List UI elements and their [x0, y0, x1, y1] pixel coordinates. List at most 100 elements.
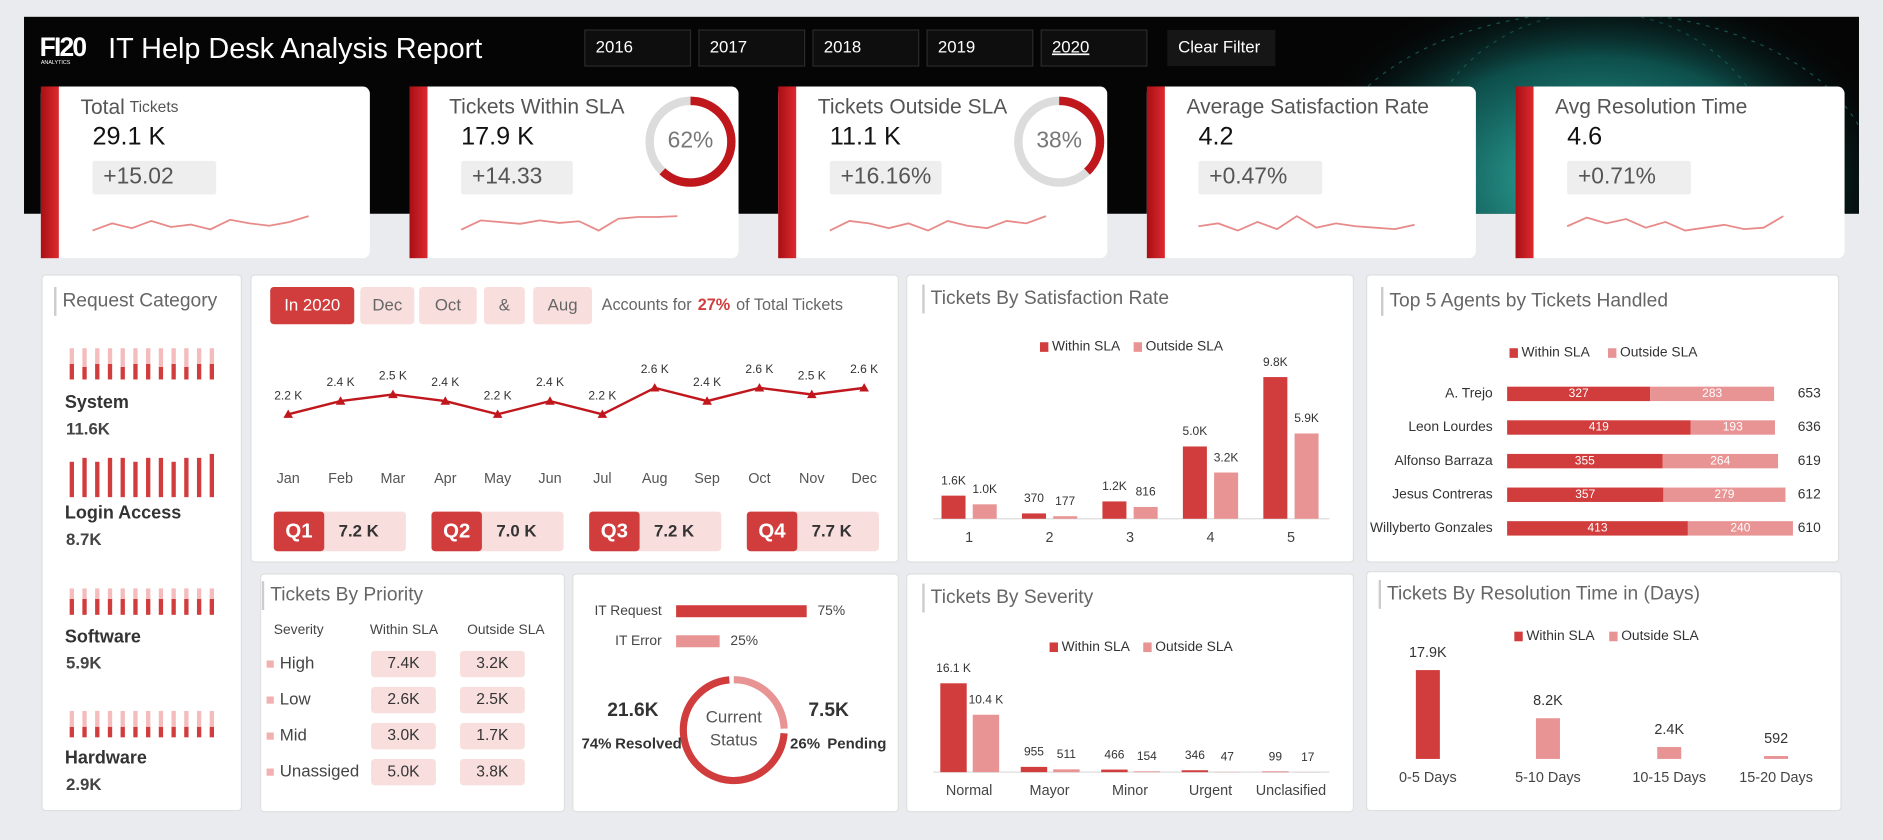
clear-filter-button[interactable]	[1167, 30, 1276, 67]
category-bar-within	[107, 363, 113, 380]
title-accent	[1378, 580, 1382, 609]
status-arc-pending	[679, 676, 788, 785]
filter-button[interactable]	[270, 287, 355, 325]
cell-pill	[459, 650, 525, 678]
cell-pill	[371, 722, 436, 750]
quarter-name: Q1	[285, 520, 312, 542]
category-bar-outside	[133, 710, 138, 727]
status-bar-name: IT Error	[615, 632, 662, 648]
category-bar-within	[146, 726, 151, 738]
agent-bar-label: 283	[1702, 386, 1722, 400]
panel-title: Tickets By Resolution Time in (Days)	[1387, 584, 1700, 605]
filter-button[interactable]	[419, 287, 477, 325]
cell-pill	[459, 722, 525, 750]
category-bar-within	[196, 598, 202, 615]
agent-bar	[1507, 521, 1688, 536]
category-bar-within	[107, 598, 113, 615]
x-tick-label: 5-10 Days	[1515, 770, 1581, 786]
quarter-tag	[589, 511, 640, 552]
category-bar-outside	[158, 588, 164, 599]
year-button[interactable]	[698, 29, 806, 67]
legend-swatch	[1143, 642, 1152, 653]
agent-bar	[1507, 386, 1651, 402]
category-bar-within	[146, 457, 151, 498]
legend-label: Outside SLA	[1155, 638, 1233, 654]
category-bar-outside	[69, 710, 74, 727]
filter-button[interactable]	[360, 287, 415, 325]
title-accent	[54, 287, 57, 316]
monthly-value-label: 2.4 K	[431, 375, 459, 389]
bar	[1181, 770, 1209, 773]
month-label: Jun	[538, 471, 561, 487]
x-tick-label: Unclasified	[1256, 783, 1326, 799]
resolved-count: 21.6K	[607, 700, 658, 721]
table-cell: 2.5K	[476, 691, 509, 708]
monthly-value-label: 2.5 K	[379, 369, 407, 383]
bar	[1101, 769, 1128, 773]
category-bar-within	[184, 726, 189, 738]
category-bar-outside	[120, 710, 125, 727]
bar	[1182, 446, 1207, 519]
category-value: 11.6K	[66, 419, 110, 438]
monthly-value-label: 2.2 K	[588, 388, 616, 402]
category-bar-outside	[184, 588, 189, 599]
category-bar-outside	[69, 348, 74, 364]
filter-button[interactable]	[533, 287, 593, 325]
filter-button[interactable]	[483, 287, 525, 325]
agent-total: 610	[1798, 519, 1821, 535]
bar-value-label: 5.0K	[1183, 424, 1208, 438]
x-tick-label: 5	[1287, 530, 1295, 546]
category-bar-outside	[158, 710, 164, 727]
kpi-title: Tickets Outside SLA	[818, 96, 1007, 119]
share-note: Accounts for 27% of Total Tickets	[602, 297, 843, 315]
kpi-title: Total Tickets	[80, 96, 178, 119]
category-bar-outside	[209, 588, 214, 599]
monthly-marker	[283, 409, 294, 418]
share-note-after: of Total Tickets	[736, 297, 843, 315]
table-cell: Mid	[280, 726, 307, 745]
bar	[1133, 771, 1161, 773]
bar-value-label: 1.6K	[941, 473, 966, 487]
category-bar-within	[196, 457, 202, 498]
year-button[interactable]	[1040, 29, 1148, 67]
category-bar-within	[146, 598, 151, 615]
year-label: 2018	[824, 37, 861, 56]
table-cell: 2.6K	[387, 691, 420, 708]
pending-percent: 26%	[790, 736, 820, 753]
monthly-value-label: 2.2 K	[274, 388, 302, 402]
kpi-title: Avg Resolution Time	[1555, 96, 1747, 119]
bar	[972, 714, 1000, 773]
bar-value-label: 47	[1221, 750, 1235, 764]
title-accent	[922, 583, 925, 613]
kpi-value: 4.2	[1198, 123, 1233, 151]
legend-label: Outside SLA	[1620, 344, 1698, 360]
category-bar-within	[107, 726, 113, 738]
category-bar-within	[209, 726, 214, 738]
category-bar-outside	[196, 348, 202, 364]
category-bar-within	[120, 457, 125, 498]
category-bar-within	[120, 366, 125, 380]
kpi-change: +0.47%	[1209, 163, 1287, 189]
kpi-title: Average Satisfaction Rate	[1186, 96, 1428, 119]
panel	[41, 274, 242, 812]
kpi-strip	[409, 86, 428, 259]
agent-bar-label: 327	[1569, 386, 1589, 400]
kpi-title: Tickets Within SLA	[449, 96, 624, 119]
kpi-value: 11.1 K	[830, 123, 901, 151]
panel-title: Tickets By Priority	[270, 585, 423, 606]
year-button[interactable]	[812, 29, 920, 67]
agent-name: Leon Lourdes	[1408, 418, 1492, 434]
year-button[interactable]	[926, 29, 1034, 67]
panel-title: Top 5 Agents by Tickets Handled	[1389, 290, 1668, 311]
share-note-value: 27%	[698, 297, 730, 315]
category-bar-outside	[146, 348, 151, 364]
monthly-marker	[545, 396, 555, 405]
x-tick-label: Minor	[1112, 783, 1148, 799]
panel	[906, 274, 1355, 563]
row-bullet	[266, 660, 274, 668]
monthly-marker	[754, 383, 765, 392]
year-button[interactable]	[584, 29, 692, 67]
agent-bar-label: 355	[1575, 453, 1595, 467]
category-value: 2.9K	[66, 775, 101, 794]
monthly-value-label: 2.2 K	[484, 388, 512, 402]
